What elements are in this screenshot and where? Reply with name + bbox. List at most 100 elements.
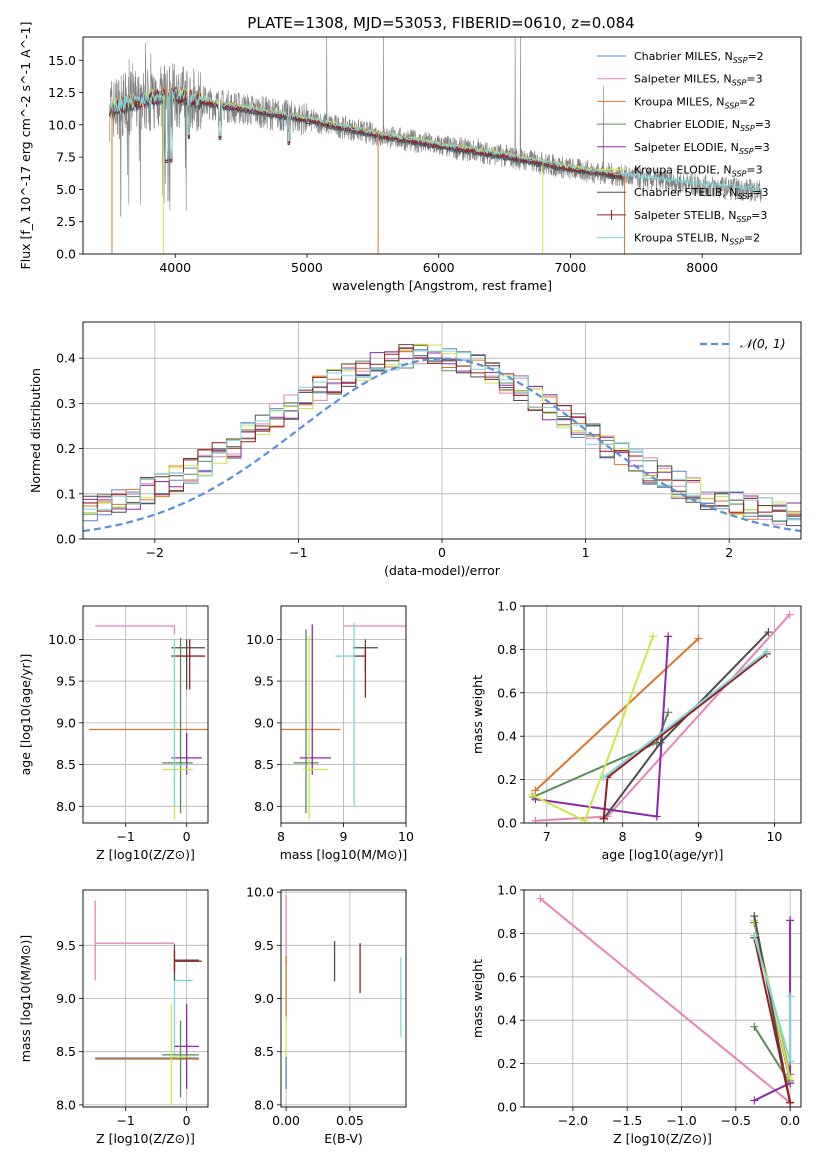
- legend-label-salpeter_miles: Salpeter MILES, NSSP=3: [634, 73, 763, 88]
- x-tick-label: 1: [582, 545, 590, 560]
- residual-hist-chabrier_elodie: [83, 344, 801, 522]
- axes-frame: [280, 605, 407, 824]
- weight-line-kroupa_miles: [534, 637, 700, 792]
- y-axis-label: mass weight: [470, 675, 485, 754]
- y-tick-label: 0.8: [497, 642, 517, 657]
- plot-area: [83, 322, 801, 539]
- y-tick-label: 2.5: [56, 214, 76, 229]
- residual-hist-kroupa_stelib: [83, 350, 801, 521]
- legend-label-chabrier_stelib: Chabrier STELIB, NSSP=3: [634, 186, 768, 201]
- x-axis-label: Z [log10(Z/Z⊙)]: [96, 1131, 195, 1146]
- y-tick-label: 8.5: [56, 757, 76, 772]
- y-tick-label: 8.0: [254, 1097, 274, 1112]
- x-tick-label: 5000: [291, 260, 323, 275]
- x-axis-label: mass [log10(M/M⊙)]: [280, 847, 408, 862]
- y-axis-label: Normed distribution: [28, 368, 43, 493]
- axes-frame: [82, 321, 802, 540]
- plot-area: [524, 890, 801, 1107]
- normal-curve: [83, 357, 801, 533]
- weight-marker-chabrier_stelib: [750, 912, 759, 921]
- x-tick-label: 2: [725, 545, 733, 560]
- weight-marker-kroupa_stelib: [786, 992, 795, 1001]
- plot-area: [281, 890, 406, 1107]
- y-tick-label: 0.2: [497, 1056, 517, 1071]
- y-tick-label: 9.5: [254, 938, 274, 953]
- weight-marker-salpeter_elodie: [652, 812, 661, 821]
- x-tick-label: 10: [766, 829, 782, 844]
- weight-marker-salpeter_miles: [536, 894, 545, 903]
- x-axis-label: (data-model)/error: [384, 563, 501, 578]
- plot-area: [524, 606, 801, 823]
- x-tick-label: 0: [183, 829, 191, 844]
- x-axis-label: E(B-V): [324, 1131, 363, 1146]
- plot-area: [108, 37, 762, 254]
- x-tick-label: 9: [695, 829, 703, 844]
- y-tick-label: 0.3: [56, 396, 76, 411]
- weight-marker-salpeter_elodie: [750, 1096, 759, 1105]
- x-tick-label: −2: [146, 545, 164, 560]
- x-tick-label: −2.0: [558, 1113, 588, 1128]
- weight-marker-salpeter_elodie: [786, 916, 795, 925]
- weight-marker-salpeter_stelib: [599, 814, 608, 823]
- x-tick-label: 10: [398, 829, 414, 844]
- y-tick-label: 10.0: [48, 632, 76, 647]
- weight-line-salpeter_stelib: [753, 937, 792, 1103]
- plot-area: [83, 890, 208, 1107]
- residual-hist-kroupa_elodie: [83, 343, 801, 516]
- plot-area: [281, 606, 406, 823]
- y-tick-label: 0.2: [56, 441, 76, 456]
- panel-residuals: −2 −1 0 1 2 0.0 0.1 0.2 0.3 0.4 (data-model)/error…: [28, 321, 802, 578]
- x-tick-label: 7000: [555, 260, 587, 275]
- weight-line-salpeter_miles: [539, 897, 791, 1104]
- legend-label-salpeter_stelib: Salpeter STELIB, NSSP=3: [634, 209, 767, 224]
- x-axis-label: wavelength [Angstrom, rest frame]: [332, 278, 552, 293]
- weight-marker-kroupa_miles: [694, 634, 703, 643]
- y-tick-label: 9.5: [254, 674, 274, 689]
- y-tick-label: 0.6: [497, 969, 517, 984]
- weight-line-chabrier_elodie: [532, 711, 670, 798]
- y-tick-label: 1.0: [497, 599, 517, 614]
- x-tick-label: −1.5: [612, 1113, 642, 1128]
- x-axis-label: Z [log10(Z/Z⊙)]: [96, 847, 195, 862]
- y-tick-label: 7.5: [56, 150, 76, 165]
- y-tick-label: 0.6: [497, 685, 517, 700]
- panel-mass_vs_ebv: 0.00 0.05 8.0 8.5 9.0 9.5 10.0 E(B-V): [246, 885, 407, 1146]
- weight-marker-kroupa_stelib: [786, 1057, 795, 1066]
- x-axis-label: age [log10(age/yr)]: [602, 847, 724, 862]
- weight-marker-chabrier_stelib: [764, 628, 773, 637]
- panel-age_vs_Z: −1 0 8.0 8.5 9.0 9.5 10.0 Z [log10(Z/Z⊙)] age [l…: [18, 605, 209, 862]
- weight-line-kroupa_elodie: [531, 636, 654, 823]
- weight-marker-kroupa_stelib: [599, 773, 608, 782]
- axes-frame: [82, 605, 209, 824]
- axes-frame: [82, 36, 802, 255]
- x-tick-label: 7: [543, 829, 551, 844]
- x-tick-label: 0: [438, 545, 446, 560]
- y-axis-label: mass weight: [470, 959, 485, 1038]
- x-tick-label: 8: [619, 829, 627, 844]
- x-tick-label: 4000: [159, 260, 191, 275]
- weight-marker-chabrier_elodie: [750, 1022, 759, 1031]
- weight-line-kroupa_stelib: [753, 935, 792, 1062]
- x-tick-label: 6000: [423, 260, 455, 275]
- weight-marker-kroupa_elodie: [580, 816, 589, 823]
- weight-marker-kroupa_stelib: [750, 931, 759, 940]
- y-tick-label: 8.5: [56, 1044, 76, 1059]
- y-tick-label: 9.0: [56, 991, 76, 1006]
- x-tick-label: −1: [116, 1113, 134, 1128]
- legend-label-chabrier_miles: Chabrier MILES, NSSP=2: [634, 50, 764, 65]
- axes-frame: [523, 605, 802, 824]
- y-tick-label: 5.0: [56, 182, 76, 197]
- y-tick-label: 0.4: [497, 1013, 517, 1028]
- weight-marker-salpeter_elodie: [664, 632, 673, 641]
- legend-label-chabrier_elodie: Chabrier ELODIE, NSSP=3: [634, 118, 771, 133]
- y-tick-label: 8.5: [254, 757, 274, 772]
- x-tick-label: −0.5: [721, 1113, 751, 1128]
- weight-line-kroupa_stelib: [603, 650, 768, 779]
- x-tick-label: 0.00: [272, 1113, 300, 1128]
- y-tick-label: 8.5: [254, 1044, 274, 1059]
- panel-age_vs_mass: 8 9 10 8.0 8.5 9.0 9.5 10.0 mass [log10(M/M⊙)]: [246, 605, 414, 862]
- x-tick-label: 0.05: [336, 1113, 364, 1128]
- y-tick-label: 10.0: [246, 885, 274, 900]
- y-tick-label: 9.5: [56, 938, 76, 953]
